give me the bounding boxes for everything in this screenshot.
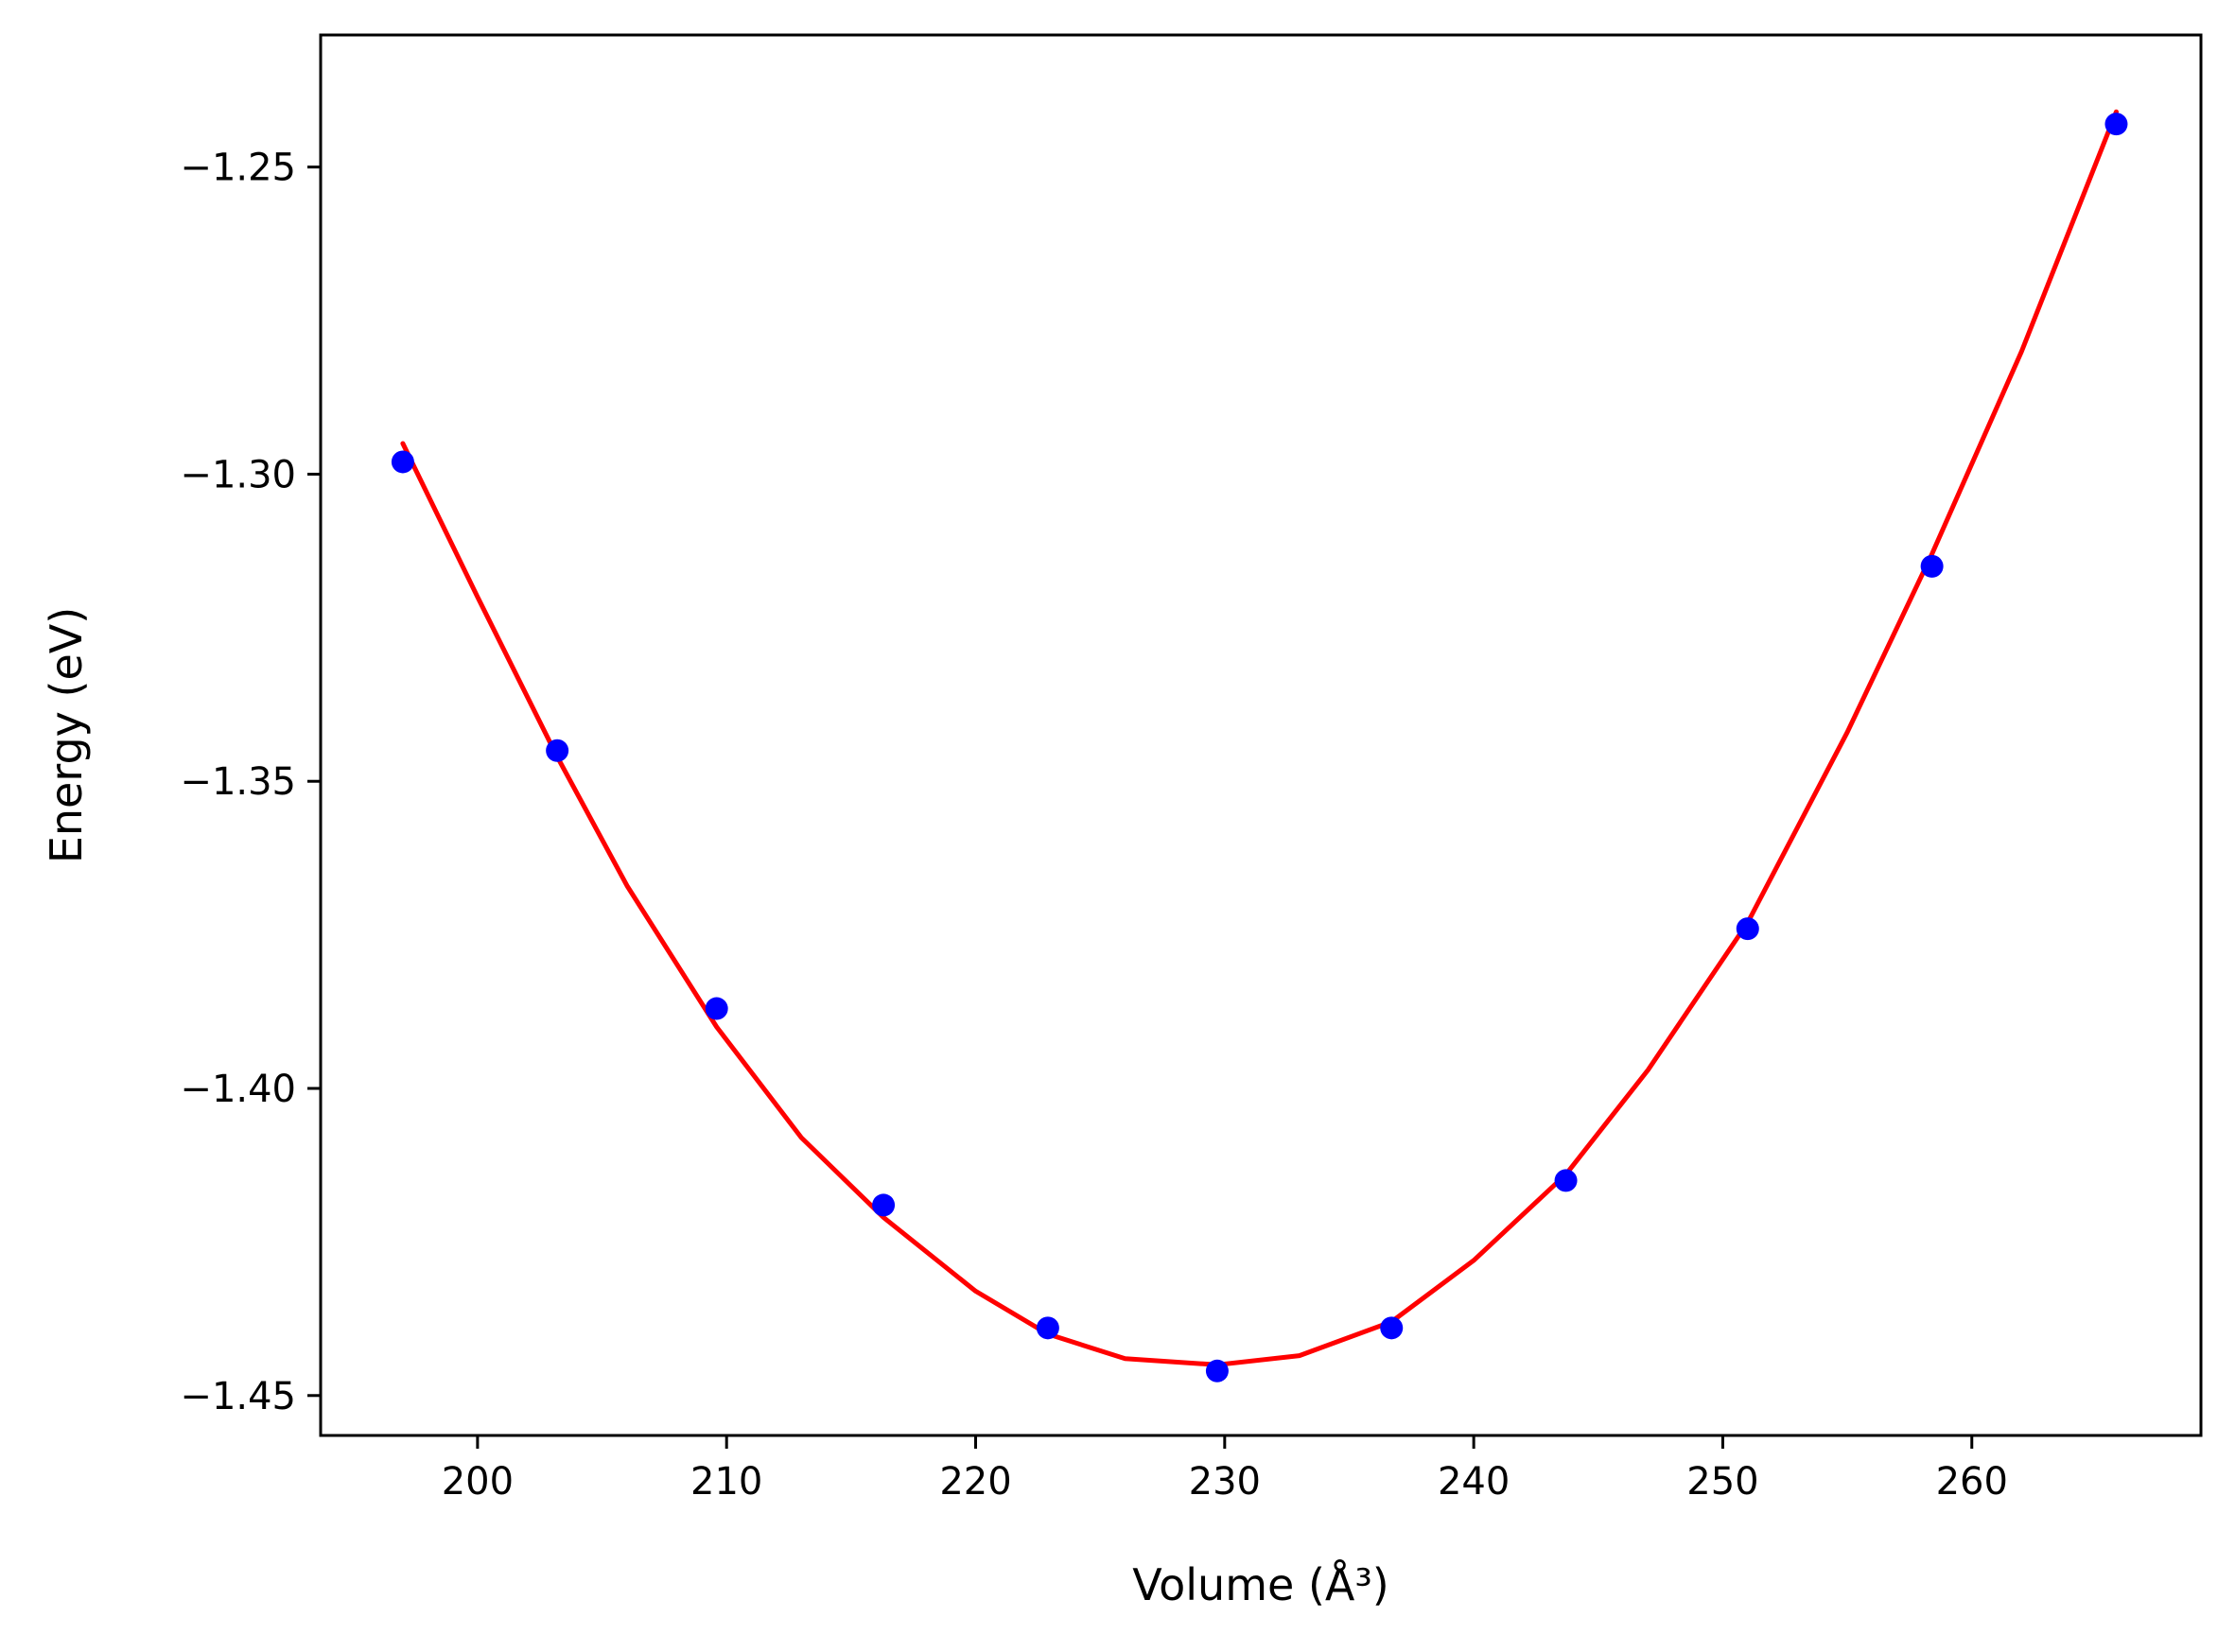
data-point [1380,1316,1404,1340]
y-tick-label: −1.25 [180,147,296,190]
y-axis-label: Energy (eV) [41,607,92,863]
data-point [1920,554,1944,578]
x-tick-label: 250 [1686,1460,1758,1504]
axes-frame [319,33,2203,1437]
data-point [1205,1359,1229,1382]
x-axis-label: Volume (Å³) [1132,1559,1389,1610]
x-tick-label: 200 [442,1460,514,1504]
x-tick-label: 210 [690,1460,762,1504]
y-axis-ticks: −1.25 −1.30 −1.35 −1.40 −1.45 [180,147,321,1418]
y-tick-label: −1.30 [180,453,296,496]
x-axis-ticks: 200 210 220 230 240 250 260 [442,1435,2008,1504]
y-tick-label: −1.45 [180,1375,296,1418]
data-point [2104,113,2128,136]
data-point [1036,1316,1059,1340]
x-tick-label: 260 [1936,1460,2008,1504]
data-point [546,739,569,762]
y-tick-label: −1.35 [180,760,296,804]
data-point [705,997,728,1020]
x-tick-label: 240 [1438,1460,1510,1504]
plot-area [391,109,2128,1382]
data-point [391,450,414,474]
data-point [1736,917,1759,941]
x-tick-label: 230 [1189,1460,1261,1504]
data-point [872,1193,896,1217]
y-tick-label: −1.40 [180,1068,296,1111]
x-tick-label: 220 [939,1460,1011,1504]
data-points [391,113,2128,1382]
data-point [1554,1169,1578,1192]
